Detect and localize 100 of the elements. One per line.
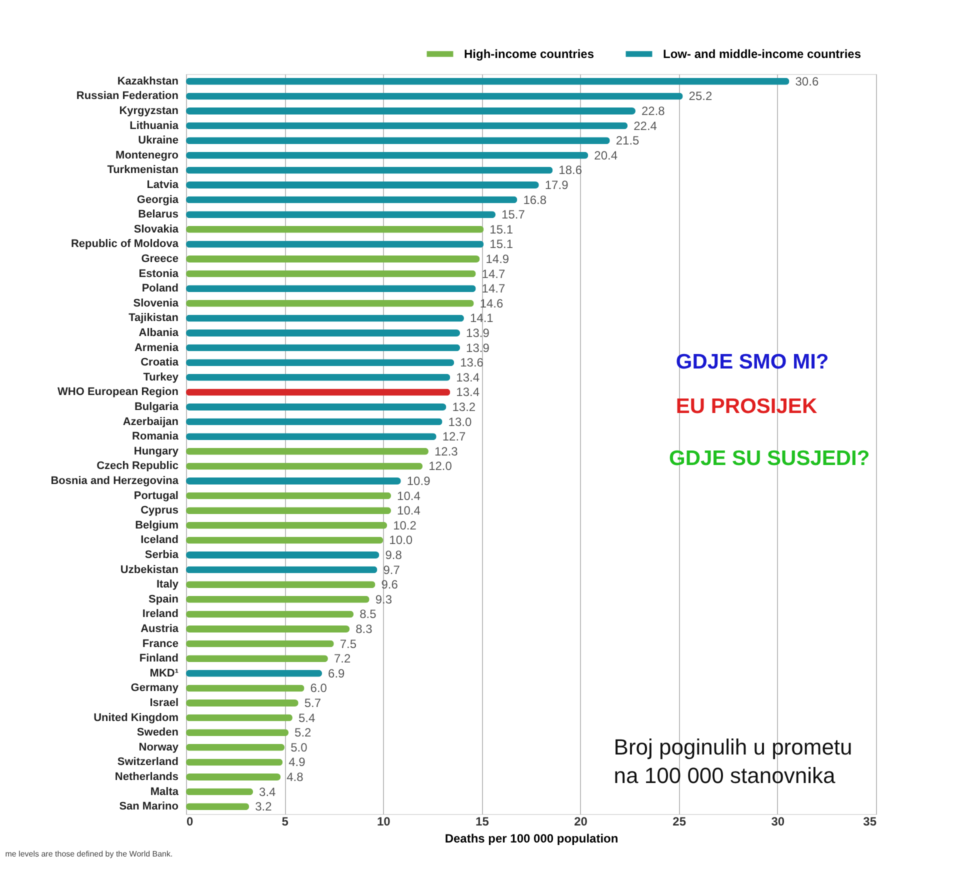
data-label: 5.4	[298, 710, 316, 725]
y-tick-label: Germany	[130, 682, 180, 694]
data-label: 12.3	[434, 444, 458, 458]
x-tick-label: 25	[672, 814, 686, 828]
data-label: 7.5	[340, 636, 357, 651]
data-label: 15.1	[490, 237, 514, 252]
data-label: 6.9	[328, 666, 346, 680]
y-tick-label: Turkmenistan	[107, 164, 179, 176]
data-label: 10.2	[393, 518, 417, 532]
data-label: 3.4	[259, 784, 276, 799]
data-label: 8.5	[360, 607, 377, 622]
data-label: 13.2	[452, 400, 476, 414]
data-label: 14.7	[482, 266, 506, 281]
y-tick-label: Norway	[138, 741, 180, 754]
x-tick-label: 5	[282, 814, 289, 828]
annotation: GDJE SMO MI?	[676, 350, 829, 374]
y-tick-label: Belgium	[135, 519, 179, 532]
data-label: 14.7	[482, 282, 506, 296]
y-tick-label: Kyrgyzstan	[119, 105, 179, 117]
y-tick-label: Finland	[139, 652, 178, 665]
y-tick-label: Romania	[132, 430, 180, 443]
data-label: 30.6	[795, 74, 819, 88]
y-tick-label: Ukraine	[138, 134, 178, 147]
y-tick-label: WHO European Region	[58, 386, 179, 398]
y-tick-label: Bosnia and Herzegovina	[50, 475, 180, 487]
y-tick-label: Switzerland	[117, 756, 178, 768]
y-tick-label: Spain	[148, 593, 179, 606]
y-tick-label: Cyprus	[140, 504, 178, 517]
y-tick-label: Montenegro	[116, 149, 179, 162]
data-label: 15.1	[490, 222, 514, 236]
y-tick-label: Kazakhstan	[117, 75, 179, 88]
y-tick-label: Latvia	[146, 179, 180, 191]
y-tick-label: Tajikistan	[128, 312, 179, 324]
y-tick-label: Ireland	[142, 608, 178, 620]
data-label: 13.0	[448, 414, 472, 429]
y-tick-label: San Marino	[119, 800, 179, 813]
data-label: 14.1	[470, 311, 494, 326]
data-label: 16.8	[523, 192, 547, 207]
data-label: 9.8	[385, 548, 402, 562]
y-tick-label: Uzbekistan	[120, 564, 179, 576]
y-tick-label: Turkey	[143, 371, 180, 384]
data-label: 3.2	[255, 800, 272, 814]
data-label: 10.9	[406, 474, 431, 488]
data-label: 25.2	[688, 89, 712, 104]
data-label: 9.7	[383, 562, 400, 577]
x-tick-label: 10	[376, 814, 391, 828]
data-label: 5.2	[294, 726, 312, 740]
y-tick-label: Armenia	[134, 342, 180, 354]
y-tick-label: Czech Republic	[96, 460, 178, 472]
data-label: 22.8	[641, 104, 666, 118]
y-tick-label: Slovenia	[133, 297, 180, 310]
data-label: 20.4	[594, 148, 618, 162]
y-tick-label: Lithuania	[130, 120, 180, 132]
data-label: 6.0	[310, 681, 328, 696]
data-label: 13.9	[466, 326, 490, 340]
data-label: 21.5	[616, 134, 640, 148]
y-tick-label: Belarus	[138, 208, 178, 221]
data-label: 13.6	[460, 356, 484, 370]
annotation: EU PROSIJEK	[676, 395, 818, 418]
text: me levels are those defined by the World Bank.	[5, 850, 173, 859]
y-tick-label: Malta	[150, 786, 180, 798]
data-label: 14.9	[486, 252, 510, 266]
data-label: 13.4	[456, 370, 480, 384]
y-tick-label: MKD¹	[150, 667, 179, 680]
data-label: 5.0	[290, 740, 308, 754]
data-label: 14.6	[480, 296, 504, 310]
data-label: 17.9	[544, 178, 569, 192]
y-tick-label: Azerbaijan	[122, 416, 179, 428]
data-label: 22.4	[634, 118, 658, 133]
x-tick-label: 0	[186, 814, 194, 828]
data-label: 10.4	[397, 504, 421, 518]
y-tick-label: Albania	[138, 327, 180, 339]
x-tick-label: 35	[863, 814, 877, 828]
data-label: 15.7	[502, 208, 526, 222]
data-label: 4.8	[286, 770, 304, 784]
data-label: 8.3	[356, 622, 373, 636]
y-tick-label: Bulgaria	[134, 401, 180, 413]
legend-label: High-income countries	[464, 47, 594, 61]
x-axis-title: Deaths per 100 000 population	[444, 832, 618, 846]
data-label: 7.2	[334, 652, 351, 666]
x-tick-label: 15	[476, 814, 490, 828]
annotation: Broj poginulih u prometu na 100 000 stanovnika	[614, 734, 852, 788]
y-tick-label: Croatia	[140, 356, 180, 369]
x-tick-label: 20	[574, 814, 588, 828]
data-label: 4.9	[288, 755, 306, 770]
legend-label: Low- and middle-income countries	[663, 47, 862, 61]
y-tick-label: Georgia	[136, 194, 180, 206]
data-label: 13.4	[456, 385, 480, 400]
y-tick-label: Portugal	[134, 490, 178, 502]
y-tick-label: United Kingdom	[94, 712, 179, 724]
data-label: 12.0	[428, 459, 452, 474]
data-label: 9.3	[375, 592, 392, 606]
data-label: 10.4	[397, 488, 421, 503]
y-tick-label: Republic of Moldova	[70, 238, 180, 250]
y-tick-label: Greece	[141, 253, 178, 265]
data-label: 10.0	[389, 533, 413, 548]
annotation: GDJE SU SUSJEDI?	[669, 446, 870, 470]
y-tick-label: Austria	[140, 623, 180, 635]
y-tick-label: Russian Federation	[76, 90, 179, 102]
y-tick-label: Iceland	[140, 534, 178, 546]
